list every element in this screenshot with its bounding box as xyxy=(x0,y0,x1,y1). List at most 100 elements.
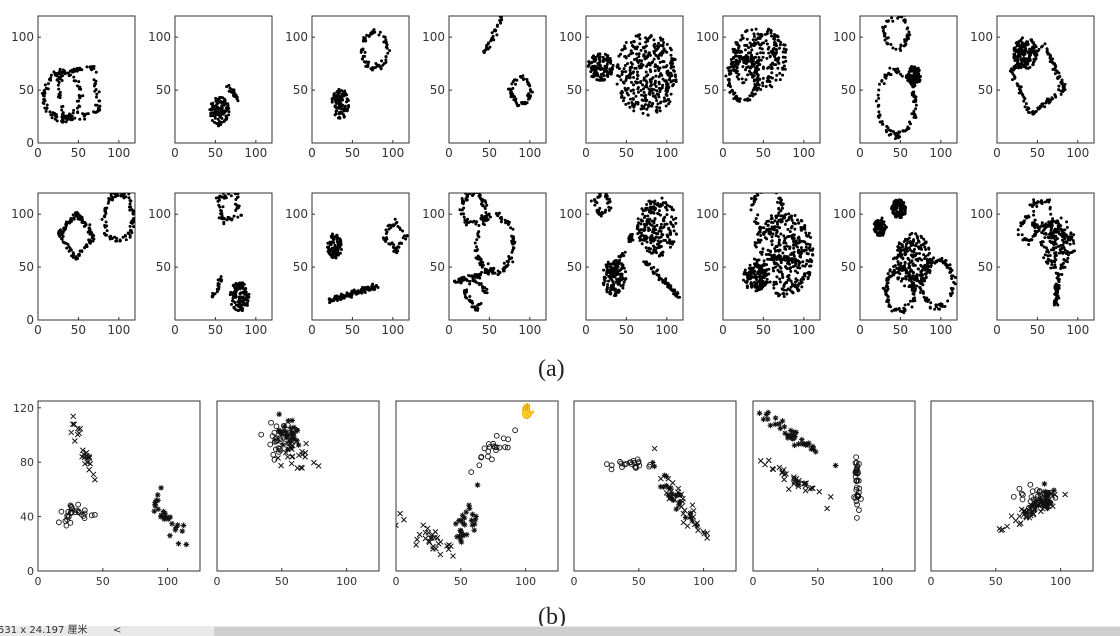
data-point xyxy=(396,225,400,229)
data-point xyxy=(88,223,92,227)
data-point xyxy=(777,240,781,244)
data-point xyxy=(644,50,648,54)
data-point xyxy=(507,257,511,261)
data-point xyxy=(1022,95,1026,99)
data-point xyxy=(666,281,670,285)
data-point xyxy=(1014,48,1018,52)
data-point xyxy=(371,66,375,70)
data-point xyxy=(459,212,463,216)
data-point xyxy=(518,75,522,79)
data-point xyxy=(369,32,373,36)
data-point xyxy=(471,193,475,194)
data-point xyxy=(914,232,918,236)
data-point xyxy=(1032,213,1036,217)
data-point xyxy=(898,201,902,205)
data-point xyxy=(236,195,240,199)
data-point xyxy=(738,59,742,63)
data-point xyxy=(670,57,674,61)
data-point xyxy=(651,270,655,274)
data-point xyxy=(904,242,908,246)
data-point xyxy=(649,82,653,86)
data-point xyxy=(759,193,763,195)
data-point xyxy=(924,299,928,303)
data-point xyxy=(808,264,812,268)
data-point xyxy=(745,65,749,69)
data-point xyxy=(740,34,744,38)
y-tick-label: 100 xyxy=(11,207,34,221)
data-point xyxy=(598,55,602,59)
data-point xyxy=(620,72,624,76)
data-point xyxy=(674,232,678,236)
data-point xyxy=(669,80,673,84)
data-point xyxy=(81,94,85,98)
data-point xyxy=(912,283,916,287)
plot-frame xyxy=(996,192,1095,321)
data-point xyxy=(670,215,674,219)
data-point xyxy=(602,268,606,272)
data-point xyxy=(350,292,354,296)
data-point xyxy=(473,279,477,283)
data-point xyxy=(50,116,54,120)
data-point xyxy=(903,303,907,307)
data-point xyxy=(737,72,741,76)
data-point xyxy=(220,217,224,221)
data-point xyxy=(741,65,745,69)
data-point xyxy=(616,270,620,274)
data-point xyxy=(920,264,924,268)
data-point xyxy=(386,51,390,55)
data-point xyxy=(771,49,775,53)
data-point xyxy=(111,193,115,195)
data-point xyxy=(913,72,917,76)
data-point xyxy=(752,32,756,36)
data-point xyxy=(63,241,67,245)
data-point xyxy=(803,240,807,244)
data-point xyxy=(895,135,899,139)
data-point xyxy=(643,214,647,218)
data-point xyxy=(639,234,643,238)
data-points xyxy=(208,83,240,128)
data-point xyxy=(777,46,781,50)
data-point xyxy=(338,110,342,114)
data-point xyxy=(95,92,99,96)
data-point xyxy=(651,60,655,64)
data-point xyxy=(635,70,639,74)
data-point xyxy=(612,260,616,264)
data-point xyxy=(760,250,764,254)
data-point xyxy=(1019,52,1023,56)
data-point xyxy=(649,251,653,255)
data-point xyxy=(1029,48,1033,52)
data-point xyxy=(648,205,652,209)
data-point xyxy=(912,250,916,254)
data-point xyxy=(654,235,658,239)
x-tick-label: 50 xyxy=(756,146,771,160)
data-point xyxy=(782,292,786,296)
data-point xyxy=(808,245,812,249)
data-point xyxy=(653,79,657,83)
y-tick-label: 100 xyxy=(422,207,445,221)
data-point xyxy=(1026,106,1030,110)
data-point xyxy=(491,34,495,38)
data-point xyxy=(646,113,650,117)
data-point xyxy=(881,25,885,29)
data-point xyxy=(892,12,895,15)
data-point xyxy=(233,286,237,290)
data-point xyxy=(234,290,238,294)
data-point xyxy=(629,97,633,101)
data-point xyxy=(897,242,901,246)
data-point xyxy=(606,283,610,287)
y-tick-label: 50 xyxy=(841,260,856,274)
x-tick-label: 0 xyxy=(308,146,316,160)
data-point xyxy=(748,263,752,267)
data-point xyxy=(898,47,902,51)
data-point xyxy=(231,91,235,95)
data-point xyxy=(132,225,135,229)
data-point xyxy=(456,280,460,284)
data-point xyxy=(515,78,519,82)
data-point xyxy=(1022,99,1026,103)
data-point xyxy=(463,292,467,296)
data-point xyxy=(659,225,663,229)
data-point xyxy=(1057,84,1061,88)
data-point xyxy=(231,293,235,297)
data-point xyxy=(906,125,910,129)
